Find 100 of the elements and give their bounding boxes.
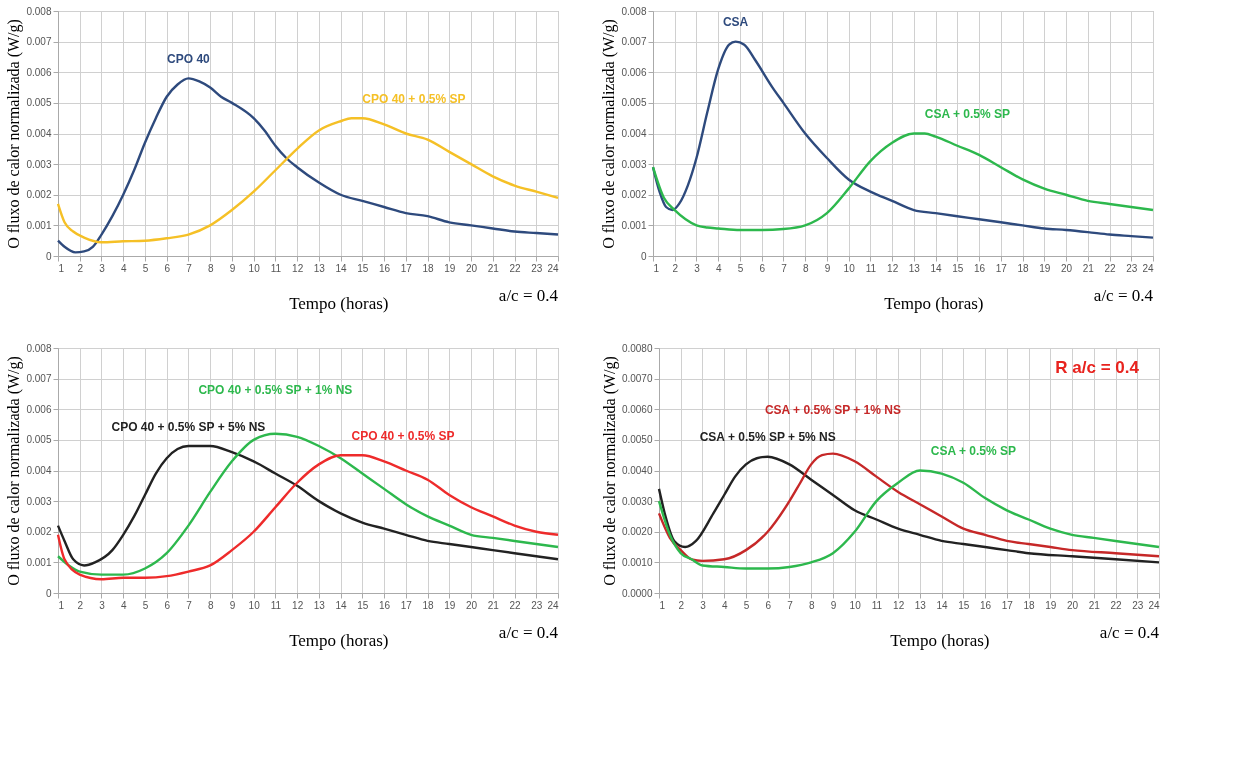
y-tick-label: 0.004 [26,465,52,476]
x-tick-label: 2 [678,599,685,611]
x-tick-label: 1 [653,262,660,274]
x-tick-label: 8 [808,599,815,611]
y-tick-label: 0.008 [26,5,52,17]
x-tick-label: 16 [974,262,986,274]
x-tick-label: 4 [120,599,127,611]
x-tick-label: 15 [952,262,964,274]
x-tick-label: 19 [444,599,456,611]
x-tick-label: 21 [487,599,500,611]
x-tick-label: 19 [444,262,456,274]
x-tick-label: 18 [422,599,435,611]
y-tick-label: 0.005 [621,97,647,109]
x-tick-label: 24 [1142,262,1154,274]
x-tick-label: 4 [721,599,728,611]
text: a/c = 0.4 [1099,623,1160,642]
x-tick-label: 14 [335,262,348,274]
line-series [56,453,560,581]
x-tick-label: 22 [509,599,522,611]
x-tick-label: 2 [77,262,84,274]
x-tick-label: 15 [958,599,970,611]
x-tick-label: 10 [248,599,261,611]
x-tick-label: 3 [694,262,701,274]
x-tick-label: 3 [99,599,106,611]
x-tick-label: 11 [270,599,282,611]
y-tick-label: 0.003 [621,158,647,170]
x-tick-label: 16 [379,599,391,611]
x-tick-label: 21 [1088,599,1101,611]
x-tick-label: 12 [893,599,905,611]
x-tick-label: 5 [142,599,149,611]
x-tick-label: 13 [313,262,326,274]
y-tick-label: 0.0040 [621,465,653,476]
x-tick-label: 8 [207,599,214,611]
y-axis-title: O fluxo de calor normalizada (W/g) [600,19,619,249]
x-tick-label: 11 [865,262,877,274]
y-tick-label: 0.0000 [621,587,653,599]
y-tick-label: 0.008 [621,5,647,17]
y-tick-label: 0.003 [26,495,52,507]
x-tick-label: 9 [830,599,837,611]
series-label: CPO 40 [167,52,211,67]
x-tick-label: 24 [547,599,559,611]
y-tick-label: 0.005 [26,434,52,446]
y-axis-title: O fluxo de calor normalizada (W/g) [5,19,24,249]
x-tick-label: 3 [700,599,707,611]
x-tick-label: 6 [765,599,772,611]
x-tick-label: 7 [186,262,193,274]
x-tick-label: 17 [400,262,413,274]
x-tick-label: 24 [547,262,559,274]
x-tick-label: 23 [531,262,543,274]
y-tick-label: 0.001 [26,556,52,568]
x-tick-label: 22 [509,262,522,274]
x-tick-label: 16 [379,262,391,274]
x-tick-label: 18 [1023,599,1036,611]
x-tick-label: 1 [58,599,65,611]
line-series [651,40,1155,239]
y-tick-label: 0.002 [621,189,647,201]
x-tick-label: 15 [357,599,369,611]
x-tick-label: 7 [787,599,794,611]
y-tick-label: 0.0060 [621,403,653,415]
series-label: CSA + 0.5% SP + 5% NS [699,430,836,445]
x-tick-label: 20 [465,599,478,611]
x-tick-label: 10 [248,262,261,274]
line-series [651,132,1155,232]
y-tick-label: 0.002 [26,526,52,538]
x-tick-label: 5 [142,262,149,274]
y-tick-label: 0.001 [26,219,52,231]
x-tick-label: 12 [292,599,304,611]
y-tick-label: 0 [45,250,52,262]
y-tick-label: 0.006 [26,403,52,415]
x-tick-label: 12 [292,262,304,274]
x-tick-label: 20 [465,262,478,274]
series-label: CSA + 0.5% SP [924,107,1010,122]
series-label: CSA [722,15,749,30]
x-tick-label: 5 [737,262,744,274]
x-tick-label: 9 [229,262,236,274]
x-tick-label: 23 [1132,599,1144,611]
x-tick-label: 22 [1110,599,1123,611]
x-tick-label: 17 [1001,599,1014,611]
x-tick-label: 22 [1104,262,1117,274]
x-tick-label: 2 [77,599,84,611]
x-tick-label: 14 [930,262,943,274]
y-tick-label: 0.008 [26,342,52,354]
x-tick-label: 6 [164,262,171,274]
y-tick-label: 0.0010 [621,556,653,568]
x-tick-label: 14 [335,599,348,611]
y-tick-label: 0.005 [26,97,52,109]
y-tick-label: 0.007 [26,36,52,48]
x-tick-label: 16 [980,599,992,611]
y-tick-label: 0.004 [26,128,52,139]
line-series [56,116,560,244]
y-tick-label: 0.001 [621,219,647,231]
y-tick-label: 0.006 [621,66,647,78]
text: a/c = 0.4 [498,286,559,305]
annotation: R a/c = 0.4 [1055,358,1140,377]
x-tick-label: 6 [759,262,766,274]
x-tick-label: 8 [802,262,809,274]
x-tick-label: 11 [871,599,883,611]
x-tick-label: 19 [1045,599,1057,611]
x-axis-title: Tempo (horas) [890,630,990,650]
x-tick-label: 11 [270,262,282,274]
